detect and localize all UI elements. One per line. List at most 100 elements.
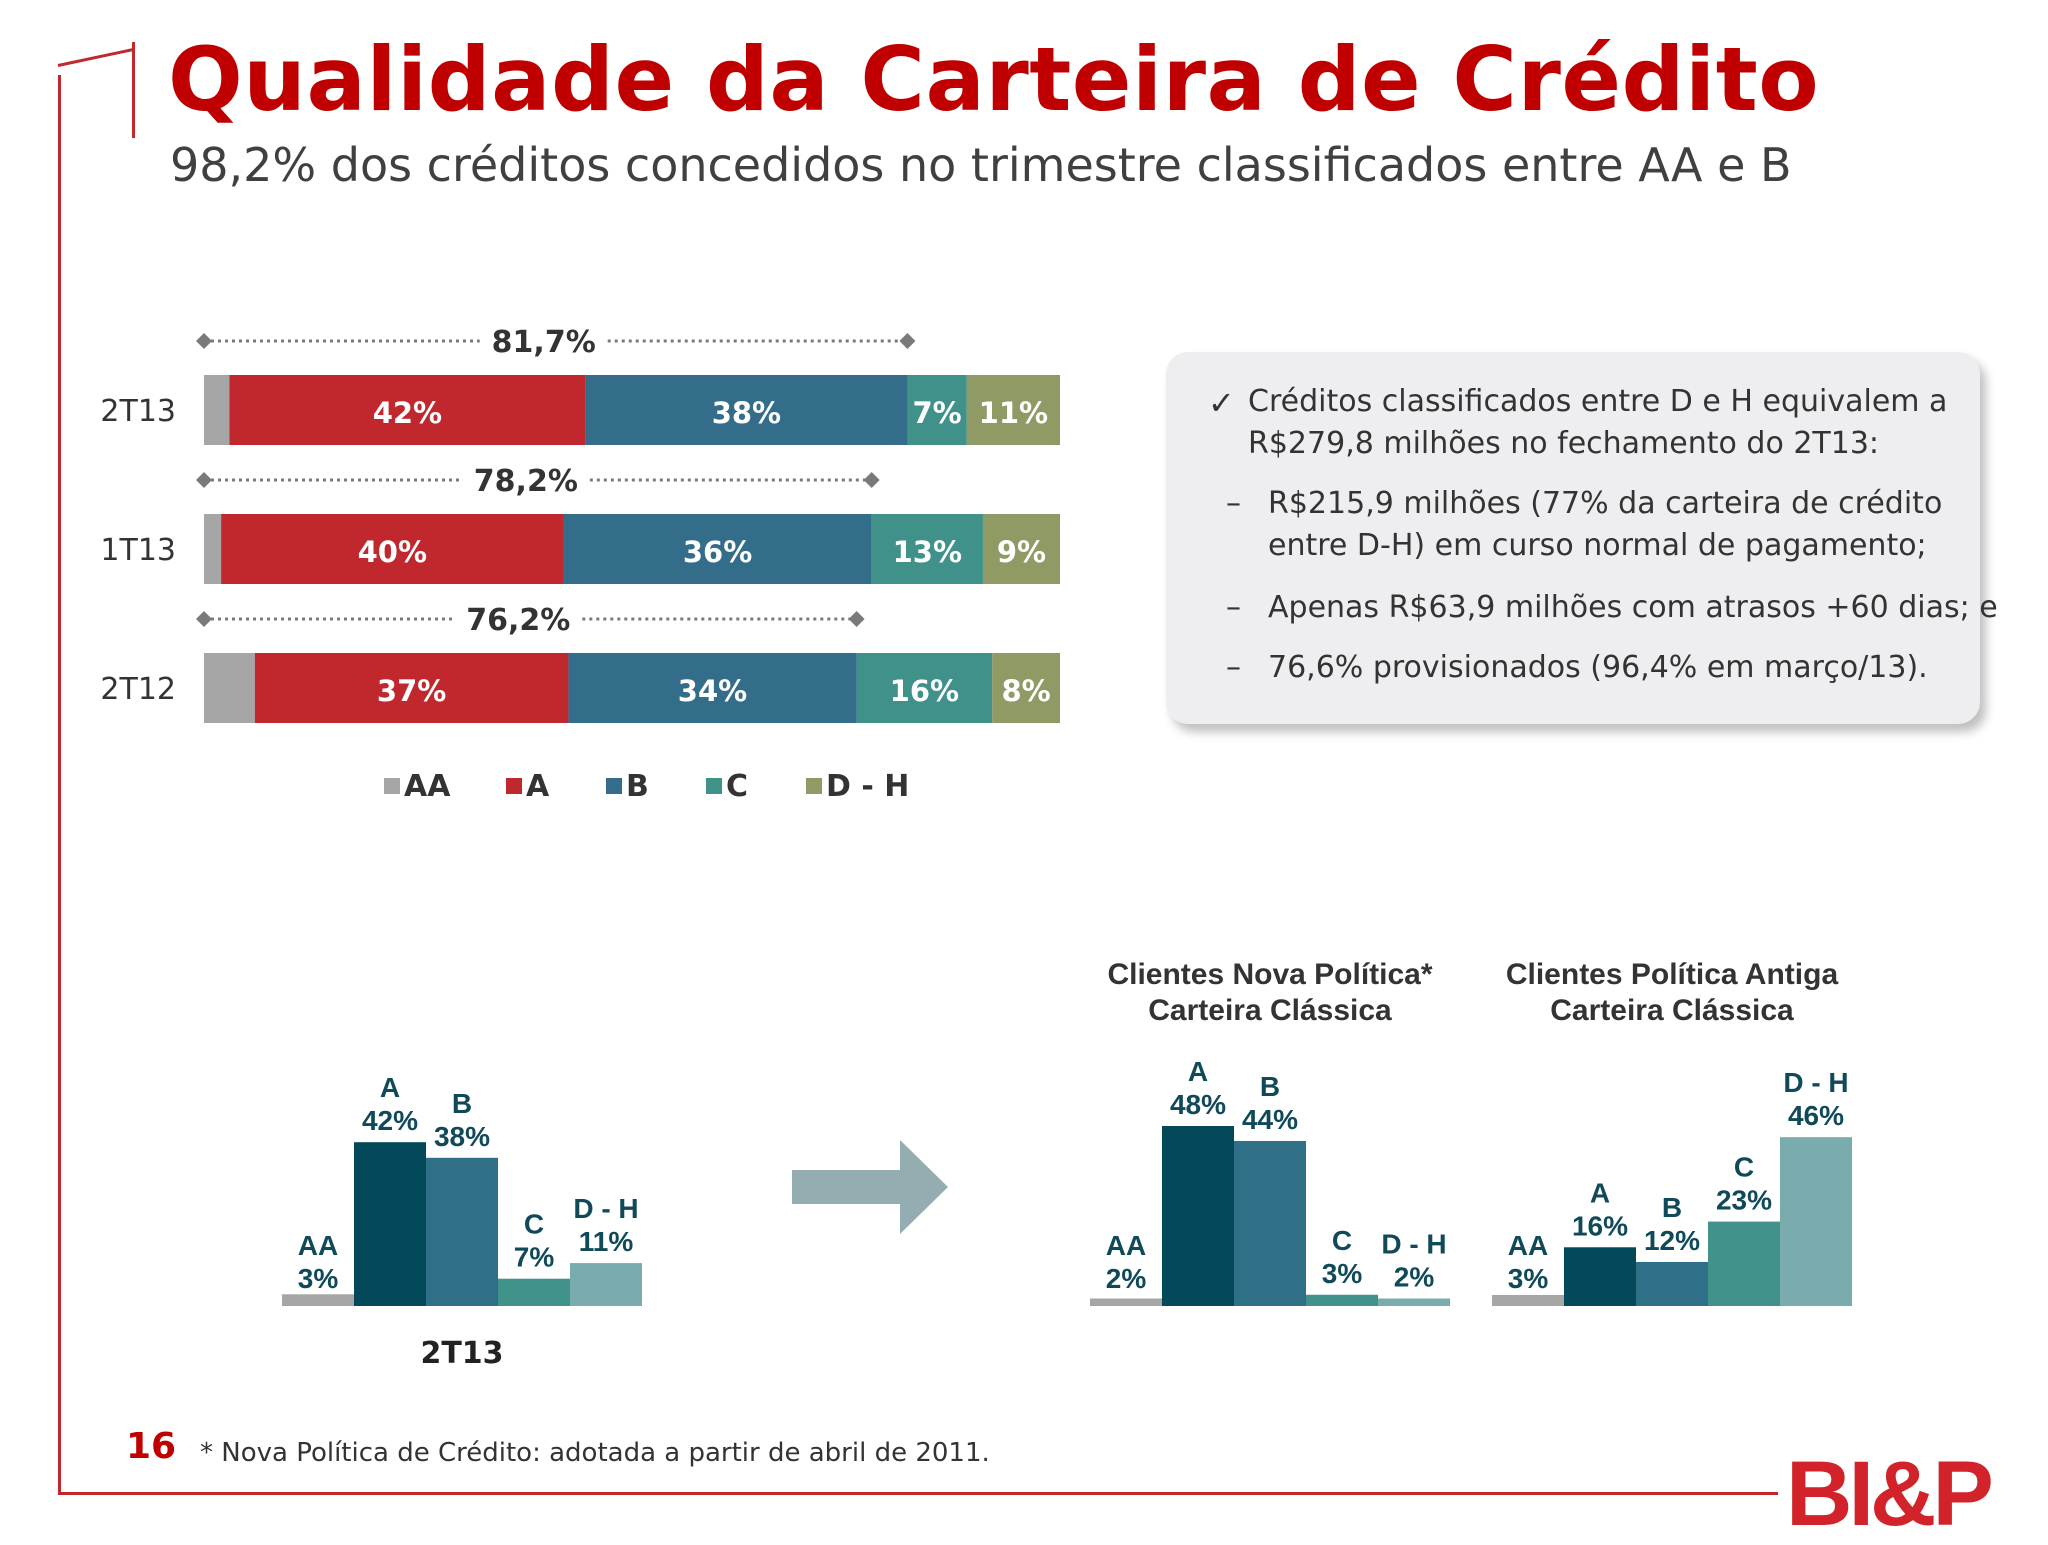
column-category-label: C (1734, 1152, 1754, 1183)
legend-label: A (526, 769, 550, 804)
bar-data-label: 37% (377, 674, 446, 708)
bullet-dash: – (1226, 650, 1241, 685)
legend-swatch (706, 778, 722, 794)
column-category-label: A (1188, 1056, 1208, 1087)
frame-bottom-line (58, 1492, 1778, 1495)
bar-segment-aa (204, 514, 222, 584)
column-category-label: AA (1106, 1230, 1146, 1261)
column-category-label: B (1260, 1071, 1280, 1102)
column-category-label: A (1590, 1177, 1610, 1208)
legend-label: C (726, 769, 748, 804)
legend-swatch (384, 778, 400, 794)
bar-segment-c (856, 653, 993, 723)
arrow-body (792, 1170, 902, 1204)
chart-subtitle: Carteira Clássica (1550, 994, 1794, 1027)
column-bar-c (498, 1278, 570, 1306)
bar-data-label: 38% (712, 396, 781, 430)
bullet-1-line-2: entre D-H) em curso normal de pagamento; (1268, 528, 1927, 563)
bar-data-label: 34% (678, 674, 747, 708)
bar-segment-b (568, 653, 857, 723)
bar-segment-a (221, 514, 564, 584)
bar-category-label: 2T12 (100, 672, 176, 707)
column-value-label: 23% (1716, 1185, 1772, 1216)
column-value-label: 48% (1170, 1089, 1226, 1120)
column-bar-d-h (570, 1263, 642, 1306)
legend-label: B (626, 769, 649, 804)
column-bar-c (1708, 1221, 1780, 1306)
column-bar-a (1564, 1247, 1636, 1306)
column-value-label: 7% (514, 1242, 555, 1273)
check-icon: ✓ (1208, 384, 1235, 422)
column-bar-b (1636, 1261, 1708, 1306)
column-category-label: C (524, 1209, 544, 1240)
frame-left-line (58, 75, 61, 1495)
column-bar-d-h (1378, 1298, 1450, 1306)
legend-label: AA (404, 769, 451, 804)
diamond-icon (196, 472, 212, 488)
bullet-1-line-1: R$215,9 milhões (77% da carteira de créd… (1268, 486, 1943, 521)
frame-title-tick (132, 42, 135, 138)
bar-segment-aa (204, 653, 255, 723)
column-category-label: D - H (573, 1193, 638, 1224)
column-bar-b (426, 1157, 498, 1306)
column-value-label: 3% (1508, 1263, 1549, 1294)
column-value-label: 16% (1572, 1210, 1628, 1241)
column-bar-d-h (1780, 1137, 1852, 1306)
column-category-label: D - H (1381, 1229, 1446, 1260)
column-value-label: 12% (1644, 1225, 1700, 1256)
bracket-total-label: 76,2% (466, 603, 570, 638)
column-category-label: A (380, 1072, 400, 1103)
callout-line-2: R$279,8 milhões no fechamento do 2T13: (1248, 426, 1880, 461)
column-bar-c (1306, 1294, 1378, 1306)
bar-category-label: 1T13 (100, 533, 176, 568)
diamond-icon (196, 333, 212, 349)
footnote: * Nova Política de Crédito: adotada a pa… (200, 1438, 990, 1468)
bar-segment-c (871, 514, 983, 584)
column-bar-a (354, 1142, 426, 1306)
bar-segment-aa (204, 375, 230, 445)
bar-segment-c (907, 375, 967, 445)
column-bar-b (1234, 1141, 1306, 1306)
legend-swatch (506, 778, 522, 794)
column-category-label: C (1332, 1225, 1352, 1256)
legend-label: D - H (826, 769, 909, 804)
bar-data-label: 42% (373, 396, 442, 430)
chart-title: Clientes Nova Política* (1107, 958, 1432, 991)
column-value-label: 38% (434, 1121, 490, 1152)
bracket-total-label: 81,7% (492, 325, 596, 360)
diamond-icon (899, 333, 916, 349)
column-value-label: 3% (1322, 1258, 1363, 1289)
column-value-label: 42% (362, 1105, 418, 1136)
chart-subtitle: Carteira Clássica (1148, 994, 1392, 1027)
stacked-bar-chart: 2T133%42%38%7%11%81,7%1T132%40%36%13%9%7… (100, 325, 1060, 804)
bar-data-label: 11% (979, 396, 1048, 430)
diamond-icon (863, 472, 880, 488)
bar-data-label: 13% (893, 535, 962, 569)
page-number: 16 (126, 1426, 177, 1467)
bar-data-label: 40% (358, 535, 427, 569)
column-bar-a (1162, 1126, 1234, 1306)
column-value-label: 44% (1242, 1104, 1298, 1135)
column-value-label: 46% (1788, 1100, 1844, 1131)
callout-box: ✓ Créditos classificados entre D e H equ… (1166, 352, 1998, 724)
bullet-3-line-1: 76,6% provisionados (96,4% em março/13). (1268, 650, 1928, 685)
column-bar-aa (282, 1294, 354, 1306)
bar-data-label: 8% (1001, 674, 1050, 708)
column-value-label: 3% (298, 1263, 339, 1294)
bracket-total-label: 78,2% (474, 464, 578, 499)
column-value-label: 2% (1106, 1263, 1147, 1294)
bar-segment-a (254, 653, 569, 723)
column-bar-aa (1492, 1294, 1564, 1306)
bar-category-label: 2T13 (100, 394, 176, 429)
bar-segment-d-h (982, 514, 1060, 584)
bar-data-label: 9% (997, 535, 1046, 569)
bullet-dash: – (1226, 486, 1241, 521)
bar-segment-d-h (966, 375, 1060, 445)
bar-segment-b (585, 375, 908, 445)
callout-line-1: Créditos classificados entre D e H equiv… (1248, 384, 1948, 419)
column-category-label: AA (298, 1230, 338, 1261)
diamond-icon (196, 611, 212, 627)
column-category-label: AA (1508, 1230, 1548, 1261)
column-category-label: B (452, 1088, 472, 1119)
bar-segment-a (229, 375, 586, 445)
